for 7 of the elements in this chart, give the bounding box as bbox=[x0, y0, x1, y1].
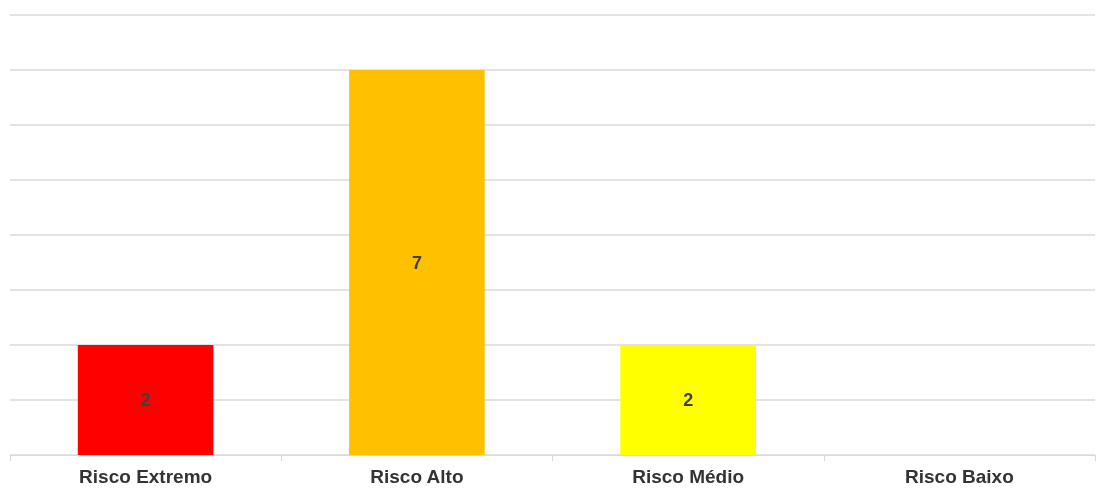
data-label: 2 bbox=[683, 390, 694, 410]
x-tick-label: Risco Médio bbox=[632, 466, 745, 487]
data-label: 7 bbox=[411, 252, 422, 273]
x-tick-label: Risco Baixo bbox=[904, 466, 1014, 487]
x-tick-label: Risco Alto bbox=[370, 466, 464, 487]
data-label: 2 bbox=[140, 390, 151, 410]
x-tick-label: Risco Extremo bbox=[79, 466, 213, 487]
